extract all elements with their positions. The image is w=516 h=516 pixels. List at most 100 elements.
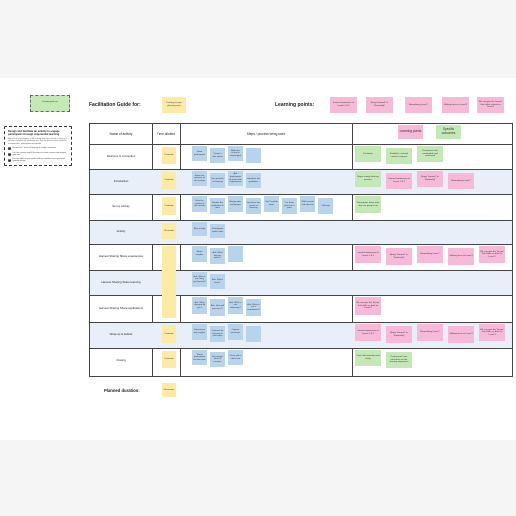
learning-point-note[interactable]: Internal awareness of Levels 1 & 2 [330,97,357,113]
outcome-note[interactable]: Establish a shared context / purpose [386,148,412,164]
step-note[interactable]: Make the check-in meaningful [228,146,243,161]
step-note[interactable]: Thank participants for their time [192,350,207,365]
learning-point-note[interactable]: Shifting focus to Level 3 [448,326,474,343]
column-divider [152,124,153,376]
specific-outcomes-header-note[interactable]: Specific outcomes [436,125,461,139]
step-note[interactable]: Greet participants [192,146,207,161]
time-allotted-note[interactable]: 5 minutes [162,197,176,215]
activity-name: Set up activity [112,204,130,209]
activity-name: Closing [116,357,126,362]
outcome-note[interactable]: Participants feel comfortable and welcom… [417,146,443,162]
outcome-note[interactable]: Begin seeing listening practice [355,171,381,187]
outcome-note[interactable]: Participants have reflections on the lea… [386,352,412,368]
column-divider [180,124,181,376]
table-row [90,348,512,373]
outcome-note[interactable]: Close with intention and clarity [355,350,381,366]
learning-point-note[interactable]: Internal awareness of Levels 1 & 2 [386,173,412,189]
step-note[interactable]: Ask: What is one takeaway? [228,297,243,314]
learning-point-note[interactable]: Internal awareness of Levels 1 & 2 [355,246,381,263]
step-note[interactable]: Explain the guidelines & roles [210,198,225,214]
step-note[interactable]: Set 3 minute timer [264,196,279,212]
step-note[interactable]: Encourage them to practice [210,352,225,367]
step-note[interactable]: Let them practice in pairs [282,198,297,214]
step-note[interactable]: Ask: Which level? [210,274,225,289]
outcome-note[interactable]: Facilitator [355,146,381,162]
time-allotted-note[interactable]: 5 minutes [162,351,176,368]
instructions-paragraph: Map out what will happen in the activity… [8,138,67,145]
step-note[interactable]: Give the context of the activity [192,196,207,212]
activity-name: Introduction [113,178,129,183]
step-note[interactable] [246,326,261,342]
step-note[interactable]: Participants switch roles [210,224,225,238]
table-row [90,144,512,169]
guide-title: Facilitation Guide for: [89,102,141,108]
learning-point-note[interactable]: Being "Internal" or "Externally" [386,326,412,343]
instruction-step: 2 Use the sections and fill the steps to … [8,151,66,156]
learning-point-note[interactable]: Being "Internal" or "Externally" [386,248,412,265]
table-row [90,270,512,295]
step-note[interactable]: Assign pairs and groups [228,196,243,212]
column-header-activity: Name of activity [109,132,133,136]
step-note[interactable]: Introduce the guidelines [246,173,261,188]
guide-title-note[interactable]: Training on your planning area [162,97,186,113]
step-note[interactable]: Capture outcomes [228,324,243,340]
activity-name: Welcome & connection [106,153,136,158]
time-allotted-note[interactable]: 15 minutes [162,223,176,239]
learning-point-note[interactable]: We can give the 'lesson' that shifts us … [477,97,504,113]
table-row [90,295,512,322]
time-allotted-note[interactable]: 5 minutes [162,325,176,343]
learning-point-note[interactable]: Being "Internal" or "Externally" [417,171,443,187]
step-note[interactable]: Summarize key insights [192,324,207,340]
activity-name: Harvest Sharing Share learning [101,279,141,284]
step-note[interactable]: Call time [318,198,333,214]
learning-point-note[interactable]: Being "Internal" or "Externally" [366,97,393,113]
time-allotted-note[interactable]: 5 minutes [162,172,176,189]
activity-name: Harvest Sharing Share experiences [98,254,144,259]
harvest-time-block[interactable] [162,246,176,318]
learning-point-note[interactable]: We can give the 'lesson' that shifts us … [479,246,505,263]
step-note[interactable]: Ask participants to share their experien… [228,171,243,186]
outcome-note[interactable]: Participants know what they are going to… [355,196,381,213]
table-row [90,220,512,244]
learning-point-note[interactable]: Shifting focus to Level 3 [448,248,474,265]
learning-points-header-note[interactable]: Learning points [398,125,423,139]
step-note[interactable] [228,246,243,262]
learning-point-note[interactable]: Normalizing Level 7 [417,246,443,263]
step-note[interactable]: Ask: What did you notice? [210,248,225,264]
learning-point-note[interactable]: Normalizing Level 7 [405,97,432,113]
instructions-card[interactable]: Design and facilitate an activity to eng… [4,126,72,166]
instruction-step: 3 Use the tables in your guide while you … [8,158,66,163]
column-header-time: Time allotted [156,132,176,136]
step-note[interactable]: Introduce the levels of listening [246,198,261,214]
step-note[interactable]: Share insights [192,246,207,262]
step-note[interactable]: Share the purpose of the activity [192,171,207,186]
planned-duration-note[interactable]: 50 minutes [162,383,176,397]
step-note[interactable]: Run activity [192,222,207,236]
activity-name: Harvest Sharing Share applications [99,305,143,310]
learning-point-note[interactable]: Internal awareness of Levels 1 & 2 [355,324,381,341]
step-note[interactable] [246,148,261,163]
step-note[interactable]: Ask: What changed for you? [192,297,207,314]
instructions-title: Design and facilitate an activity to eng… [8,130,60,137]
step-note[interactable]: Set up levels of listening [210,173,225,188]
legend-note[interactable]: Facilitation guide note [30,95,70,112]
activity-name: Activity [116,229,126,234]
step-note[interactable]: Walk around and observe [300,196,315,212]
learning-point-note[interactable]: Normalizing Level 7 [417,324,443,341]
step-note[interactable]: Close with a check-out [228,350,243,365]
step-number-1: 1 [8,146,11,150]
learning-points-label: Learning points: [275,102,315,108]
learning-point-note[interactable]: We can give the 'lesson' that shifts us … [355,297,381,315]
step-note[interactable]: Create a safe space [210,148,225,163]
planned-duration-label: Planned duration: [104,388,140,393]
learning-point-note[interactable]: Shifting focus to Level 3 [442,97,469,113]
step-number-2: 2 [8,152,11,156]
step-number-3: 3 [8,158,11,162]
step-note[interactable]: Ask: What is one thing you learned? [192,272,207,287]
step-note[interactable]: Connect the learning to next steps [210,326,225,342]
step-note[interactable]: Ask: How will you use it? [210,299,225,316]
learning-point-note[interactable]: We can give the 'lesson' that shifts us … [479,324,505,341]
step-note[interactable]: Ask: What is your commitment? [246,299,261,316]
learning-point-note[interactable]: Normalizing Level 7 [448,173,474,189]
time-allotted-note[interactable]: 5 minutes [162,147,176,164]
